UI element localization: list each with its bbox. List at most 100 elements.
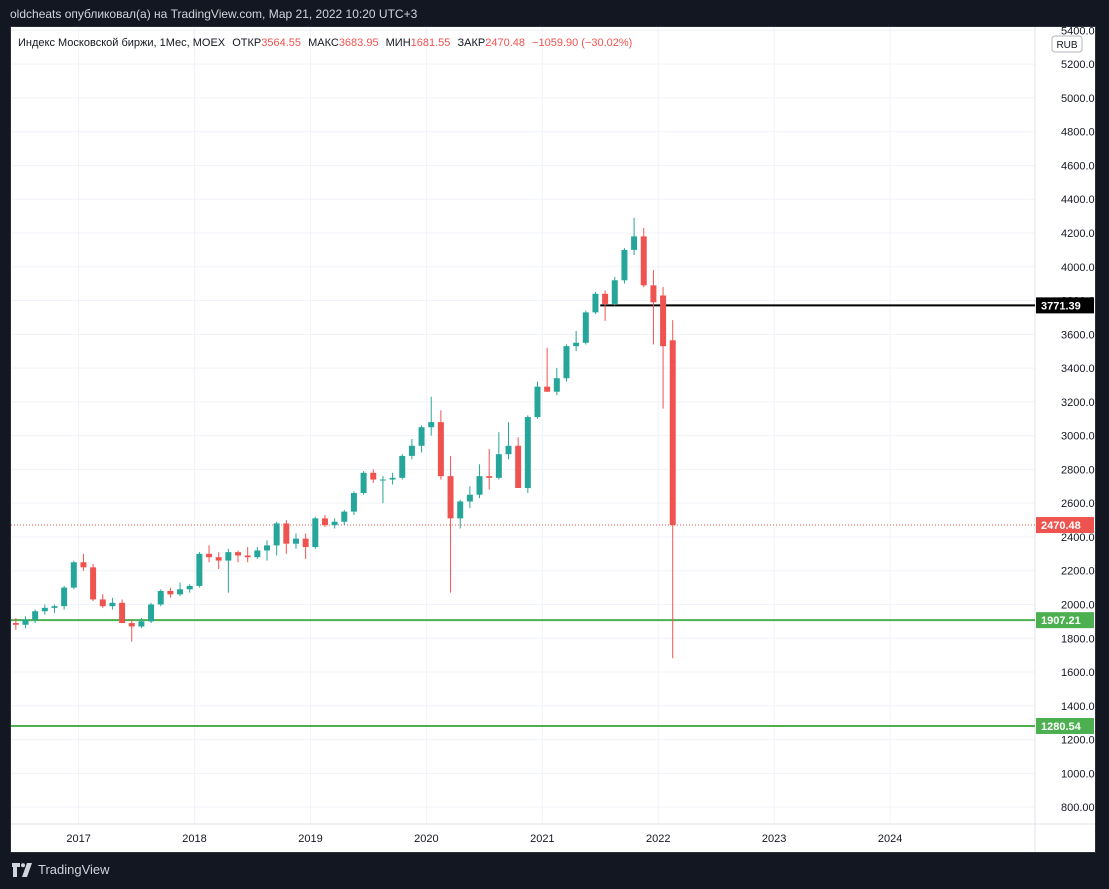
time-axis[interactable]: 2017 2018 2019 2020 2021 2022 2023 2024 (66, 833, 902, 845)
candle-up (273, 521, 280, 556)
candle-up (341, 509, 348, 526)
candle-up (476, 464, 483, 499)
candle-body (273, 523, 280, 546)
candle-body (602, 293, 609, 304)
candle-down (302, 533, 309, 559)
candle-up (32, 609, 39, 624)
legend-row: Индекс Московской биржи, 1Мес, MOEX ОТКР… (18, 37, 632, 49)
candle-body (22, 619, 29, 625)
x-tick-label: 2023 (762, 833, 786, 845)
legend-open-value: 3564.55 (261, 37, 301, 49)
grid (11, 27, 1035, 824)
candle-body (109, 602, 116, 607)
candle-up (428, 396, 435, 436)
candle-body (573, 342, 580, 347)
horizontal-line-label-text: 3771.39 (1041, 300, 1081, 312)
candle-body (148, 604, 155, 622)
candle-down (167, 587, 174, 598)
candle-body (408, 445, 415, 456)
candle-down (99, 594, 106, 608)
candle-down (486, 449, 493, 490)
candle-body (563, 346, 570, 379)
candle-body (321, 518, 328, 526)
candle-up (22, 616, 29, 629)
candle-body (553, 378, 560, 392)
legend-low-label: МИН (386, 37, 411, 49)
horizontal-lines[interactable] (11, 304, 1035, 727)
candle-up (399, 454, 406, 480)
candle-up (611, 276, 618, 306)
candle-down (515, 437, 522, 488)
candle-body (302, 538, 309, 548)
candle-body (370, 472, 377, 480)
candle-body (51, 606, 58, 608)
candle-up (109, 597, 116, 610)
candle-down (544, 347, 551, 392)
y-tick-label: 4400.00 (1061, 194, 1095, 206)
candle-body (360, 472, 367, 494)
candle-body (61, 587, 68, 607)
y-tick-label: 2000.00 (1061, 599, 1095, 611)
candle-body (186, 585, 193, 590)
candle-up (408, 439, 415, 460)
candle-body (399, 455, 406, 478)
chart-panel[interactable]: 800.00 1000.00 1200.00 1400.00 1600.00 1800.0… (10, 25, 1101, 853)
x-tick-label: 2018 (182, 833, 206, 845)
candle-up (553, 368, 560, 396)
y-tick-label: 3200.00 (1061, 397, 1095, 409)
publish-header: oldcheats опубликовал(а) на TradingView.… (0, 0, 1109, 26)
candle-up (524, 415, 531, 494)
candle-body (428, 422, 435, 428)
candle-body (379, 479, 386, 481)
y-tick-label: 4200.00 (1061, 228, 1095, 240)
candle-body (418, 427, 425, 446)
y-tick-label: 1800.00 (1061, 633, 1095, 645)
candle-body (476, 476, 483, 495)
candle-body (524, 417, 531, 488)
candle-up (573, 330, 580, 352)
candle-body (12, 623, 19, 625)
candles[interactable] (12, 217, 676, 659)
candle-up (457, 499, 464, 529)
candle-body (437, 422, 444, 477)
footer-bar: TradingView (0, 853, 1109, 889)
candle-up (312, 516, 319, 549)
candle-body (32, 611, 39, 620)
candle-body (41, 607, 48, 612)
horizontal-line-label-text: 1907.21 (1041, 615, 1081, 627)
horizontal-line-label-text: 1280.54 (1041, 721, 1082, 733)
candle-body (177, 589, 184, 595)
candle-down (244, 547, 251, 563)
candle-down (640, 227, 647, 288)
candle-body (650, 285, 657, 303)
candle-body (157, 590, 164, 605)
candle-down (119, 599, 126, 624)
brand[interactable]: TradingView (12, 862, 110, 877)
candle-down (283, 520, 290, 554)
candle-up (495, 432, 502, 480)
candle-up (70, 560, 77, 590)
svg-text:Индекс Московской биржи, 1Мес,: Индекс Московской биржи, 1Мес, MOEX ОТКР… (18, 37, 632, 49)
candle-body (660, 295, 667, 347)
chart-svg[interactable]: 800.00 1000.00 1200.00 1400.00 1600.00 1800.0… (11, 25, 1101, 852)
candle-up (225, 548, 232, 593)
x-tick-label: 2020 (414, 833, 438, 845)
legend-high-label: МАКС (308, 37, 339, 49)
x-tick-label: 2021 (530, 833, 554, 845)
y-tick-label: 1400.00 (1061, 701, 1095, 713)
price-axis[interactable]: 800.00 1000.00 1200.00 1400.00 1600.00 1800.0… (1061, 25, 1101, 814)
candle-body (244, 555, 251, 558)
y-tick-label: 5400.00 (1061, 27, 1095, 37)
y-tick-label: 3000.00 (1061, 431, 1095, 443)
currency-badge[interactable]: RUB (1051, 35, 1083, 53)
tradingview-logo-icon (12, 862, 32, 877)
candle-down (602, 290, 609, 321)
y-tick-label: 1000.00 (1061, 768, 1095, 780)
candle-body (341, 511, 348, 522)
candle-down (650, 270, 657, 345)
candle-up (466, 486, 473, 509)
candle-up (389, 472, 396, 485)
legend-close-label: ЗАКР (457, 37, 485, 49)
candle-body (254, 550, 261, 558)
legend-high-value: 3683.95 (339, 37, 379, 49)
